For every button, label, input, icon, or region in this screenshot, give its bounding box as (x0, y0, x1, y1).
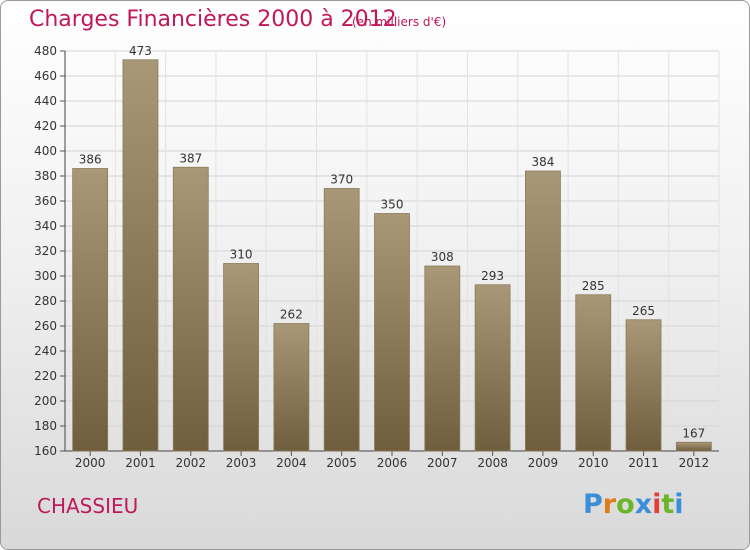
x-tick-label: 2005 (326, 456, 357, 470)
x-tick-label: 2008 (477, 456, 508, 470)
brand-letter: i (652, 489, 662, 520)
bar (575, 294, 612, 452)
bar-value-label: 473 (129, 44, 152, 58)
brand-letter: i (674, 489, 684, 520)
bar-value-label: 167 (682, 426, 705, 440)
bar (122, 59, 159, 452)
x-tick-label: 2011 (628, 456, 659, 470)
x-tick-label: 2004 (276, 456, 307, 470)
y-tick-label: 320 (34, 244, 57, 258)
bar-value-label: 293 (481, 269, 504, 283)
y-tick-label: 400 (34, 144, 57, 158)
y-tick-label: 200 (34, 394, 57, 408)
brand-letter: o (616, 489, 635, 520)
bar-value-label: 384 (531, 155, 554, 169)
bar (474, 284, 511, 452)
bar (675, 441, 712, 452)
x-tick-label: 2001 (125, 456, 156, 470)
brand-letter: t (661, 489, 675, 520)
y-tick-label: 240 (34, 344, 57, 358)
y-tick-label: 220 (34, 369, 57, 383)
y-tick-label: 260 (34, 319, 57, 333)
bar-value-label: 387 (179, 151, 202, 165)
bar-value-label: 386 (79, 153, 102, 167)
bar-value-label: 370 (330, 173, 353, 187)
brand-letter: r (602, 489, 617, 520)
brand-letter: x (634, 489, 653, 520)
bar (172, 166, 209, 452)
bar (72, 168, 109, 452)
y-tick-label: 180 (34, 419, 57, 433)
bar-value-label: 308 (431, 250, 454, 264)
chart-title: Charges Financières 2000 à 2012 (29, 7, 397, 32)
bar (323, 188, 360, 452)
y-tick-label: 380 (34, 169, 57, 183)
x-tick-label: 2003 (226, 456, 257, 470)
bars (72, 59, 712, 452)
x-tick-labels: 2000 2001 2002 2003 2004 2005 2006 2007 2008 2009… (75, 456, 709, 470)
x-tick-label: 2010 (578, 456, 609, 470)
bar-value-label: 262 (280, 308, 303, 322)
y-tick-label: 480 (34, 44, 57, 58)
y-tick-label: 160 (34, 444, 57, 458)
chart-subtitle: (en milliers d'€) (352, 15, 447, 29)
bar (273, 323, 310, 452)
x-tick-label: 2012 (679, 456, 710, 470)
y-tick-label: 440 (34, 94, 57, 108)
x-tick-label: 2006 (377, 456, 408, 470)
brand-logo[interactable]: Proxiti (583, 489, 684, 520)
y-tick-label: 360 (34, 194, 57, 208)
x-tick-label: 2002 (175, 456, 206, 470)
y-tick-label: 420 (34, 119, 57, 133)
y-tick-label: 280 (34, 294, 57, 308)
bar (223, 263, 259, 452)
bar-value-label: 265 (632, 304, 655, 318)
x-tick-label: 2007 (427, 456, 458, 470)
x-tick-label: 2009 (528, 456, 559, 470)
y-tick-labels: 160 180 200 220 240 260 280 300 320 340 360 380 400 4… (34, 44, 57, 458)
bar (525, 170, 561, 452)
y-tick-label: 460 (34, 69, 57, 83)
bar-value-label: 310 (230, 248, 253, 262)
brand-letter: P (583, 489, 603, 520)
bar-value-label: 350 (381, 198, 404, 212)
y-tick-label: 340 (34, 219, 57, 233)
value-labels: 386 473 387 310 262 370 350 308 293 384 285 265 167 (79, 44, 706, 441)
bar (374, 213, 410, 452)
commune-name: CHASSIEU (37, 494, 139, 518)
bar-value-label: 285 (582, 279, 605, 293)
x-tick-label: 2000 (75, 456, 106, 470)
y-tick-label: 300 (34, 269, 57, 283)
bar (424, 265, 461, 452)
bar (625, 319, 662, 452)
